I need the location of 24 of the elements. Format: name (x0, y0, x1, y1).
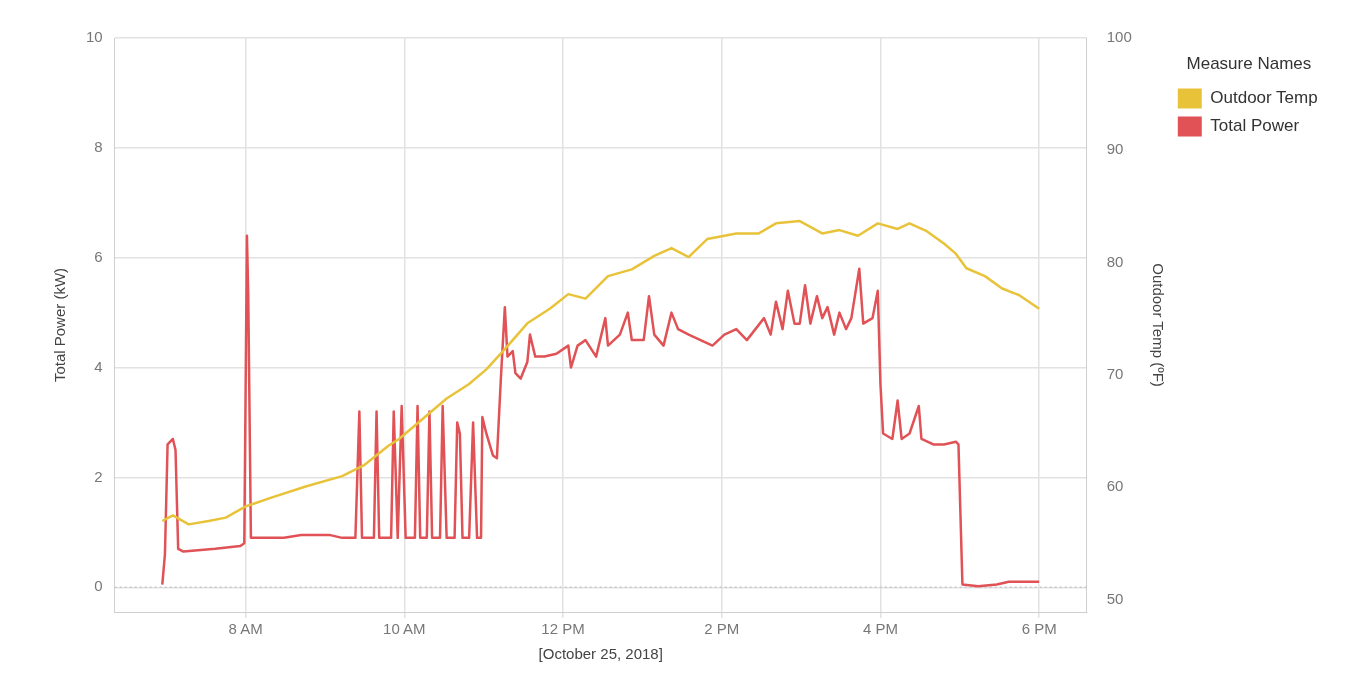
legend-label: Outdoor Temp (1210, 88, 1318, 108)
y2-axis-title: Outdoor Temp (ºF) (1149, 263, 1167, 387)
y2-tick-label: 70 (1106, 365, 1124, 383)
y-tick-label: 6 (94, 247, 103, 265)
y-tick-label: 10 (86, 28, 103, 46)
x-tick-label: 2 PM (704, 620, 740, 638)
legend-title: Measure Names (1186, 54, 1312, 74)
x-tick-label: 6 PM (1021, 620, 1057, 638)
y2-tick-label: 50 (1106, 589, 1124, 607)
legend-label: Total Power (1210, 116, 1300, 136)
y-tick-label: 0 (94, 577, 103, 595)
x-tick-label: 10 AM (383, 620, 426, 638)
x-tick-label: 4 PM (862, 620, 898, 638)
y2-tick-label: 60 (1106, 477, 1124, 495)
y-tick-label: 4 (94, 357, 103, 375)
y-axis-title: Total Power (kW) (51, 267, 69, 383)
y2-tick-label: 80 (1106, 252, 1124, 270)
y2-tick-label: 100 (1106, 28, 1132, 46)
x-tick-label: 8 AM (228, 620, 263, 638)
x-axis-title: [October 25, 2018] (538, 645, 663, 663)
y2-tick-label: 90 (1106, 140, 1124, 158)
y-tick-label: 8 (94, 138, 103, 155)
y-tick-label: 2 (94, 467, 103, 485)
x-tick-label: 12 PM (541, 620, 585, 638)
